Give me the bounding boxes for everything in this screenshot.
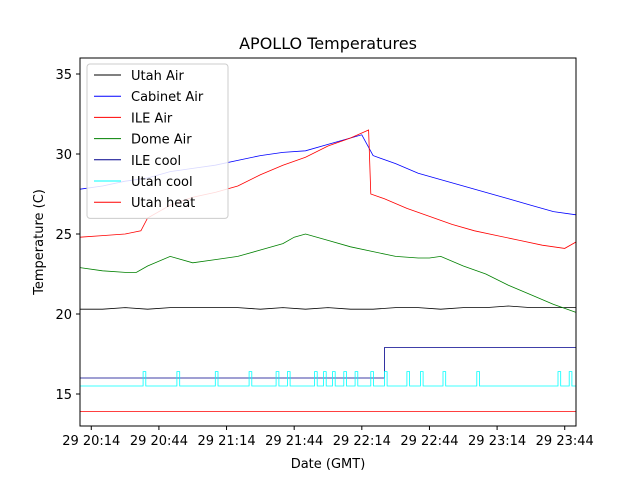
y-tick-label: 20 [55, 308, 72, 323]
y-tick-label: 25 [55, 228, 72, 243]
legend-entry-label: Cabinet Air [131, 90, 204, 105]
x-axis-label: Date (GMT) [291, 457, 366, 472]
series-line-ile-cool [80, 347, 576, 379]
x-tick-label: 29 23:14 [468, 434, 526, 449]
x-axis: 29 20:14 29 20:44 29 21:14 29 21:44 29 22:14… [62, 426, 594, 449]
legend-entry-label: Dome Air [131, 133, 192, 148]
x-tick-label: 29 20:14 [62, 434, 120, 449]
legend-entry-label: ILE Air [131, 111, 173, 126]
x-tick-label: 29 21:44 [265, 434, 323, 449]
legend: Utah Air Cabinet Air ILE Air Dome Air ILE co… [86, 63, 229, 219]
x-tick-label: 29 23:44 [536, 434, 594, 449]
legend-box [86, 63, 229, 219]
y-axis: 15 20 25 30 35 [55, 68, 80, 403]
legend-entry-label: Utah heat [131, 196, 195, 211]
legend-entry-label: Utah cool [131, 175, 193, 190]
legend-entry-label: ILE cool [131, 154, 181, 169]
y-axis-label: Temperature (C) [32, 189, 47, 296]
series-line-utah-cool [80, 371, 576, 387]
x-tick-label: 29 20:44 [130, 434, 188, 449]
x-tick-label: 29 22:14 [333, 434, 391, 449]
x-tick-label: 29 22:44 [400, 434, 458, 449]
y-tick-label: 35 [55, 68, 72, 83]
x-tick-label: 29 21:14 [197, 434, 255, 449]
plot-frame [79, 57, 577, 427]
legend-entry-label: Utah Air [131, 69, 184, 84]
series-line-utah-air [80, 305, 576, 310]
y-tick-label: 30 [55, 148, 72, 163]
chart-title: APOLLO Temperatures [239, 34, 417, 53]
series-line-dome-air [79, 233, 577, 313]
y-tick-label: 15 [55, 388, 72, 403]
